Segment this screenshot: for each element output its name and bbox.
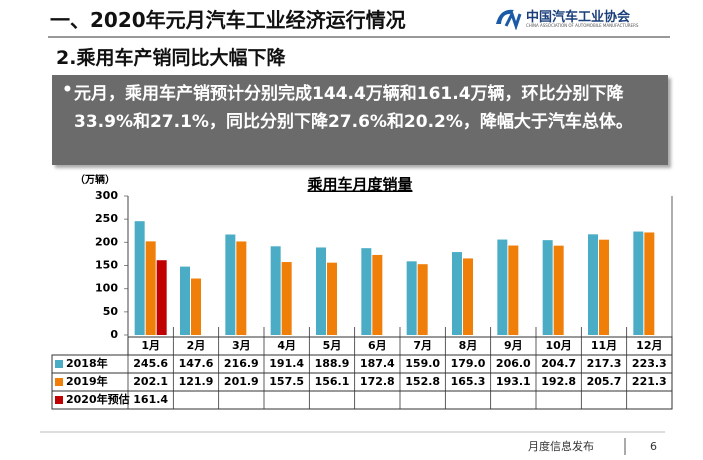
table-value: 191.4 [269,357,304,370]
bar [316,247,326,335]
table-value: 245.6 [133,357,168,370]
x-tick-label: 7月 [413,339,432,352]
y-tick-label: 100 [95,282,118,295]
bar [191,278,201,335]
bar [497,239,508,335]
bar [508,245,519,335]
legend-swatch [55,360,63,368]
bar [452,252,462,335]
table-value: 221.3 [632,375,667,388]
bar [542,240,553,335]
table-value: 165.3 [451,375,486,388]
slide-title: 一、2020年元月汽车工业经济运行情况 [50,8,406,32]
bullet-dot: • [62,80,73,100]
table-value: 121.9 [179,375,214,388]
legend-swatch [55,378,63,386]
table-value: 188.9 [315,357,350,370]
bar [633,231,644,335]
bar [588,234,598,335]
logo-sub: CHINA ASSOCIATION OF AUTOMOBILE MANUFACT… [526,23,639,28]
y-tick-label: 200 [95,235,118,248]
y-tick-label: 0 [110,328,118,341]
table-value: 179.0 [451,357,486,370]
x-tick-label: 8月 [459,339,478,352]
bar [406,261,417,335]
y-tick-label: 50 [103,305,119,318]
y-tick-label: 150 [95,259,118,272]
x-tick-label: 12月 [636,339,662,352]
subtitle: 2.乘用车产销同比大幅下降 [56,47,286,69]
bar [145,241,156,335]
table-value: 187.4 [360,357,395,370]
x-tick-label: 4月 [277,339,296,352]
bar [180,266,190,335]
x-tick-label: 5月 [323,339,342,352]
x-tick-label: 1月 [141,339,160,352]
bar [463,258,473,335]
bar [417,264,428,335]
table-value: 156.1 [315,375,350,388]
x-tick-label: 3月 [232,339,251,352]
logo-name: 中国汽车工业协会 [526,10,631,25]
table-value: 223.3 [632,357,667,370]
legend-label: 2020年预估 [66,392,130,406]
bar [236,241,247,335]
x-tick-label: 9月 [504,339,523,352]
table-value: 202.1 [133,375,168,388]
footer-text: 月度信息发布 [528,439,594,453]
title-rule [48,36,670,38]
table-value: 159.0 [405,357,440,370]
bar [372,254,383,335]
page-number: 6 [650,440,657,453]
table-value: 193.1 [496,375,531,388]
legend-label: 2018年 [66,356,108,370]
bar [327,262,337,335]
bar [361,248,372,335]
table-value: 172.8 [360,375,395,388]
bar [156,260,167,335]
y-tick-label: 300 [95,189,118,202]
table-value: 192.8 [541,375,576,388]
legend-label: 2019年 [66,374,108,388]
table-value: 217.3 [587,357,622,370]
y-unit: （万辆） [75,173,115,186]
table-value: 152.8 [405,375,440,388]
bar [225,234,236,335]
x-tick-label: 6月 [368,339,387,352]
table-value: 204.7 [541,357,576,370]
bar [270,246,281,335]
table-value: 206.0 [496,357,531,370]
table-value: 147.6 [179,357,214,370]
x-tick-label: 10月 [546,339,572,352]
chart-title: 乘用车月度销量 [306,176,412,194]
bullet-box [52,75,668,165]
bullet-text: 元月，乘用车产销预计分别完成144.4万辆和161.4万辆，环比分别下降33.9… [74,84,633,132]
bar [553,245,564,335]
table-value: 216.9 [224,357,259,370]
table-value: 161.4 [133,393,168,406]
y-tick-label: 250 [95,212,118,225]
x-tick-label: 2月 [187,339,206,352]
legend-swatch [55,396,63,404]
x-tick-label: 11月 [591,339,617,352]
bar [644,232,655,335]
table-value: 201.9 [224,375,259,388]
table-value: 205.7 [587,375,622,388]
bar [134,221,145,335]
logo-icon [496,9,522,30]
bar [281,262,292,335]
bar [599,239,609,335]
table-value: 157.5 [269,375,304,388]
